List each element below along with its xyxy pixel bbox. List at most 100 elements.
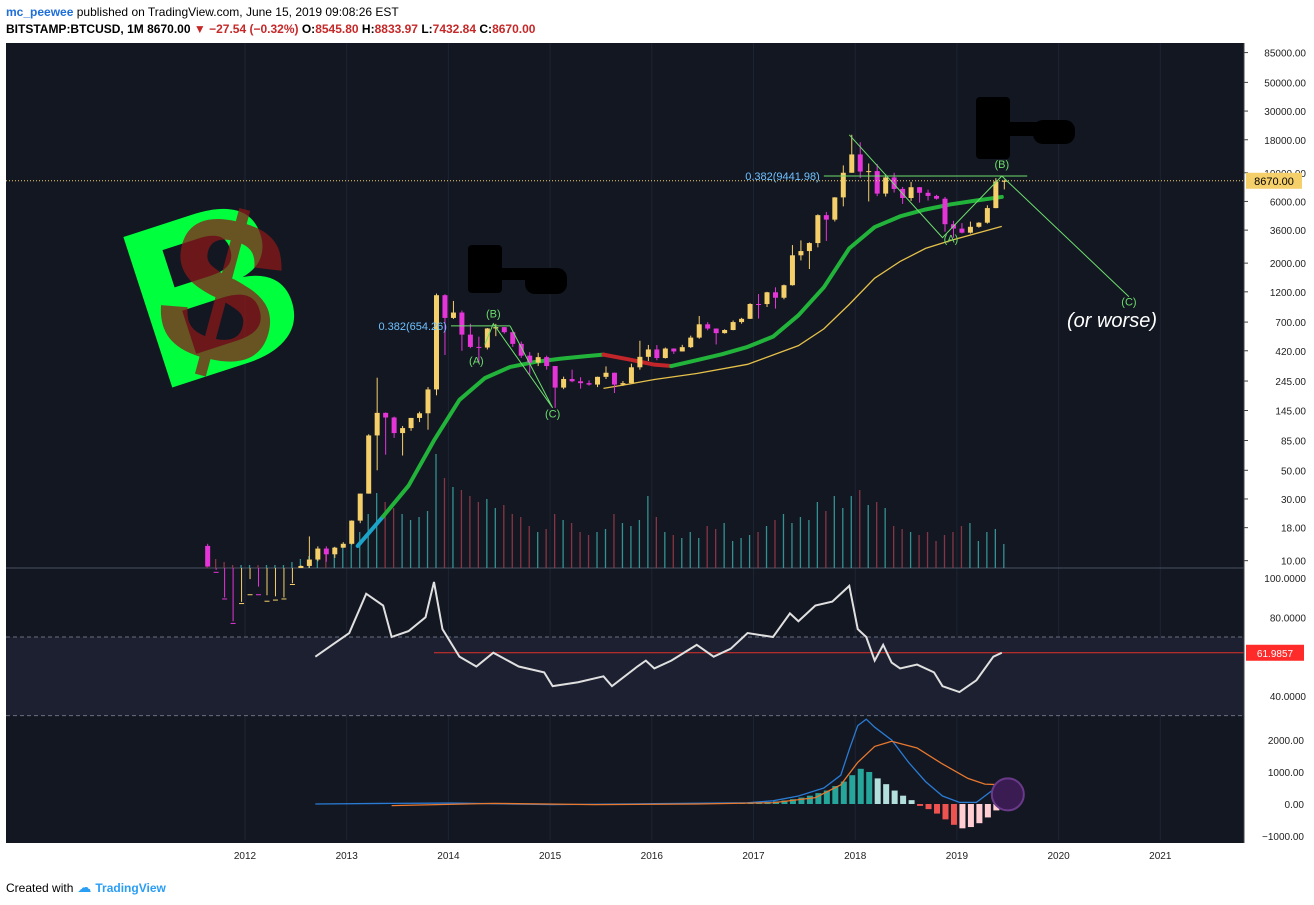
time-tick-label: 2021 bbox=[1149, 851, 1172, 862]
last-price-tag bbox=[1246, 172, 1302, 189]
candle-body bbox=[552, 366, 558, 388]
candle-body bbox=[357, 493, 363, 521]
candle-body bbox=[654, 349, 660, 359]
candle-body bbox=[662, 348, 668, 359]
candle-body bbox=[696, 324, 702, 338]
candle-body bbox=[730, 322, 736, 331]
candle-body bbox=[756, 304, 762, 306]
candle-body bbox=[272, 599, 278, 601]
macd-histogram-bar bbox=[959, 804, 966, 829]
macd-histogram-bar bbox=[967, 804, 974, 828]
price-change: −27.54 (−0.32%) bbox=[209, 22, 299, 36]
price-tick-label: 1200.00 bbox=[1270, 288, 1307, 299]
macd-histogram-bar bbox=[866, 772, 873, 804]
ema-line-blue bbox=[355, 514, 386, 548]
candle-body bbox=[815, 215, 821, 244]
macd-histogram-bar bbox=[917, 804, 924, 806]
chart-canvas[interactable]: B $ 0.382(654.26)0.382(9441.98)(A)(B)(C)… bbox=[0, 40, 1314, 878]
macd-histogram-bar bbox=[950, 804, 957, 825]
price-tick-label: 145.00 bbox=[1275, 406, 1306, 417]
candle-body bbox=[713, 328, 719, 334]
candle-body bbox=[772, 292, 778, 298]
candle-body bbox=[874, 171, 880, 194]
price-tick-label: 18.00 bbox=[1281, 524, 1306, 535]
macd-tick-label: 2000.00 bbox=[1268, 736, 1305, 747]
candle-body bbox=[332, 547, 338, 555]
candle-body bbox=[366, 435, 372, 494]
time-axis bbox=[0, 843, 1314, 878]
low-value: 7432.84 bbox=[432, 22, 477, 36]
tradingview-link[interactable]: TradingView bbox=[95, 880, 166, 895]
high-value: 8833.97 bbox=[374, 22, 418, 36]
macd-histogram-bar bbox=[874, 778, 881, 804]
candle-body bbox=[535, 357, 541, 363]
candle-body bbox=[569, 379, 575, 382]
candle-body bbox=[281, 598, 287, 600]
candle-body bbox=[595, 376, 601, 385]
candle-body bbox=[628, 367, 634, 384]
footer: Created with ☁ TradingView bbox=[6, 879, 166, 896]
candle-body bbox=[925, 192, 931, 196]
candle-body bbox=[256, 594, 262, 596]
candle-body bbox=[823, 215, 829, 220]
open-label: O: bbox=[301, 22, 316, 36]
candle-body bbox=[374, 412, 380, 436]
sma-line bbox=[603, 225, 1002, 390]
macd-tick-label: −1000.00 bbox=[1262, 832, 1304, 843]
candle-body bbox=[518, 343, 524, 356]
macd-histogram-bar bbox=[789, 799, 796, 804]
candle-body bbox=[383, 412, 389, 418]
candle-body bbox=[230, 622, 236, 624]
macd-histogram-bar bbox=[840, 781, 847, 804]
fib-label: 0.382(654.26) bbox=[378, 321, 447, 333]
author-link[interactable]: mc_peewee bbox=[6, 5, 74, 19]
price-tick-label: 700.00 bbox=[1275, 318, 1306, 329]
rsi-tick-label: 80.0000 bbox=[1270, 613, 1307, 624]
candle-body bbox=[722, 330, 728, 334]
candle-body bbox=[289, 583, 295, 585]
candle-body bbox=[781, 285, 787, 298]
time-tick-label: 2016 bbox=[641, 851, 664, 862]
candle-body bbox=[917, 187, 923, 193]
symbol-label: BITSTAMP:BTCUSD, 1M bbox=[6, 22, 144, 36]
candle-body bbox=[637, 356, 643, 368]
candle-body bbox=[450, 312, 456, 318]
rsi-value-tag bbox=[1246, 644, 1304, 661]
price-axis bbox=[1244, 40, 1314, 878]
close-value: 8670.00 bbox=[492, 22, 536, 36]
macd-tick-label: 1000.00 bbox=[1268, 768, 1305, 779]
macd-histogram-bar bbox=[934, 804, 941, 814]
tradingview-logo-icon[interactable]: ☁ bbox=[77, 879, 92, 895]
candle-body bbox=[425, 389, 431, 414]
candle-body bbox=[832, 197, 838, 220]
candle-body bbox=[239, 603, 245, 605]
macd-histogram-bar bbox=[883, 784, 890, 804]
low-label: L: bbox=[421, 22, 433, 36]
candle-body bbox=[671, 348, 677, 352]
macd-histogram-bar bbox=[781, 800, 788, 804]
rsi-value-tag-label: 61.9857 bbox=[1257, 649, 1294, 660]
candle-body bbox=[840, 172, 846, 198]
time-tick-label: 2012 bbox=[234, 851, 257, 862]
last-price-tag-label: 8670.00 bbox=[1254, 176, 1294, 188]
candle-body bbox=[789, 255, 795, 286]
candle-body bbox=[679, 347, 685, 352]
time-tick-label: 2013 bbox=[336, 851, 359, 862]
macd-histogram-bar bbox=[942, 804, 949, 820]
candle-body bbox=[476, 346, 482, 348]
signal-line bbox=[391, 740, 1002, 807]
wave-label: (C) bbox=[1121, 297, 1136, 309]
time-tick-label: 2020 bbox=[1047, 851, 1070, 862]
price-tick-label: 3600.00 bbox=[1270, 226, 1307, 237]
macd-histogram-bar bbox=[857, 768, 864, 804]
annotation-text: (or worse) bbox=[1067, 310, 1157, 332]
candle-body bbox=[764, 292, 770, 305]
candle-body bbox=[705, 324, 711, 329]
price-tick-label: 85.00 bbox=[1281, 436, 1306, 447]
publish-info: mc_peewee published on TradingView.com, … bbox=[6, 5, 399, 19]
candle-body bbox=[417, 413, 423, 418]
candle-body bbox=[391, 417, 397, 434]
macd-histogram-bar bbox=[993, 804, 1000, 811]
published-text: published on TradingView.com, June 15, 2… bbox=[76, 5, 399, 19]
macd-histogram-bar bbox=[900, 795, 907, 804]
